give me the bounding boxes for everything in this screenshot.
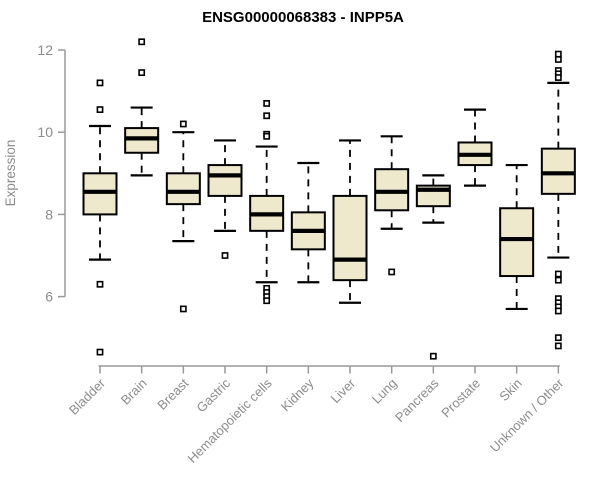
outlier-point <box>554 307 562 315</box>
outlier-point <box>263 297 271 305</box>
x-tick-label: Prostate <box>438 376 483 421</box>
iqr-box <box>165 172 201 206</box>
y-tick-label: 6 <box>45 289 53 305</box>
x-tick-label: Unknown / Other <box>487 375 567 455</box>
y-tick-label: 12 <box>37 42 53 58</box>
outlier-point <box>554 276 562 284</box>
outlier-point <box>554 74 562 81</box>
outlier-point <box>429 352 437 360</box>
x-tick-label: Pancreas <box>392 375 442 425</box>
outlier-point <box>388 268 396 276</box>
boxplot-group <box>249 100 285 305</box>
boxplot-group <box>457 108 493 187</box>
x-tick-label: Bladder <box>66 375 109 418</box>
outlier-point <box>96 79 104 87</box>
outlier-point <box>263 132 271 140</box>
boxplot-group <box>290 161 326 284</box>
outlier-point <box>138 69 146 77</box>
outlier-point <box>554 56 562 63</box>
outlier-point <box>138 38 146 46</box>
box-series <box>82 38 576 360</box>
outlier-point <box>96 280 104 288</box>
iqr-box <box>332 194 368 282</box>
x-tick-label: Skin <box>496 376 524 404</box>
boxplot-group <box>540 50 576 350</box>
outlier-point <box>554 270 562 278</box>
iqr-box <box>207 164 243 197</box>
x-tick-label: Gastric <box>193 375 233 415</box>
outlier-point <box>554 50 562 58</box>
boxplot-group <box>499 163 535 311</box>
outlier-point <box>96 106 104 113</box>
y-axis-label: Expression <box>3 140 18 207</box>
x-tick-label: Brain <box>118 376 150 408</box>
outlier-point <box>96 348 104 356</box>
boxplot-group <box>124 38 160 177</box>
x-tick-label: Kidney <box>278 375 317 414</box>
y-tick-label: 10 <box>37 124 53 140</box>
x-tick-label: Liver <box>328 375 359 406</box>
outlier-point <box>221 252 229 259</box>
y-axis: 6 8 10 12 <box>37 42 66 305</box>
boxplot-group <box>332 139 368 304</box>
boxplot-group <box>165 120 201 313</box>
x-tick-label: Lung <box>369 376 400 407</box>
boxplot-group <box>207 139 243 259</box>
y-tick-label: 8 <box>45 206 53 222</box>
chart-title: ENSG00000068383 - INPP5A <box>202 9 404 26</box>
x-tick-label: Breast <box>154 375 191 412</box>
outlier-point <box>263 112 271 120</box>
iqr-box <box>499 207 535 278</box>
boxplot-group <box>415 174 451 360</box>
boxplot-group <box>374 135 410 276</box>
boxplot-group <box>82 79 118 356</box>
outlier-point <box>554 342 562 350</box>
outlier-point <box>179 305 187 313</box>
outlier-point <box>554 334 562 342</box>
outlier-point <box>263 100 271 107</box>
outlier-point <box>179 120 187 128</box>
